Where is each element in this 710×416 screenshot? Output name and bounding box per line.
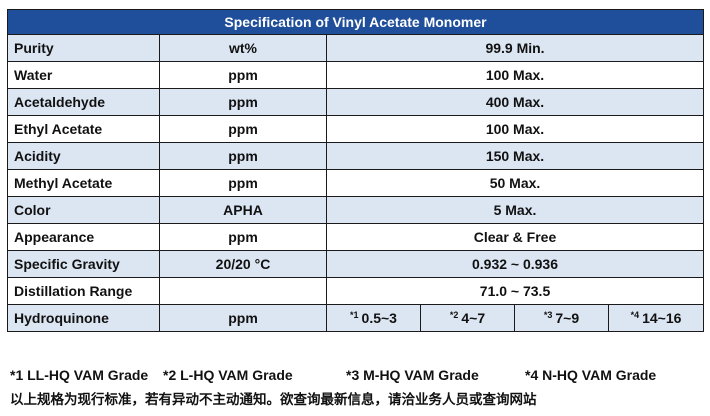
table-row: Purity wt% 99.9 Min. bbox=[7, 34, 705, 62]
row-name: Distillation Range bbox=[7, 277, 160, 305]
footnote-grade-2: *2 L-HQ VAM Grade bbox=[163, 367, 293, 383]
hq-grade-cell: *2 4~7 bbox=[420, 304, 515, 332]
row-unit: APHA bbox=[159, 196, 327, 224]
footnotes: *1 LL-HQ VAM Grade *2 L-HQ VAM Grade *3 … bbox=[10, 367, 700, 387]
row-value: 50 Max. bbox=[325, 169, 705, 197]
grade-mark: *4 bbox=[630, 310, 640, 320]
row-value: 0.932 ~ 0.936 bbox=[325, 250, 705, 278]
row-unit: ppm bbox=[159, 169, 327, 197]
table-title-row: Specification of Vinyl Acetate Monomer bbox=[6, 9, 705, 35]
row-name: Acetaldehyde bbox=[7, 88, 160, 116]
grade-value: 7~9 bbox=[555, 310, 580, 326]
row-unit: ppm bbox=[159, 115, 327, 143]
row-value: 71.0 ~ 73.5 bbox=[325, 277, 705, 305]
table-row: Specific Gravity 20/20 °C 0.932 ~ 0.936 bbox=[7, 250, 705, 278]
grade-mark: *1 bbox=[350, 310, 359, 320]
disclaimer-note: 以上规格为现行标准，若有异动不主动通知。欲查询最新信息，请洽业务人员或查询网站 bbox=[10, 392, 537, 408]
spec-table: Specification of Vinyl Acetate Monomer P… bbox=[6, 9, 705, 332]
table-row: Color APHA 5 Max. bbox=[7, 196, 705, 224]
row-name: Appearance bbox=[7, 223, 160, 251]
footnote-grade-3: *3 M-HQ VAM Grade bbox=[346, 367, 479, 383]
row-value: 99.9 Min. bbox=[325, 34, 705, 62]
grade-value: 0.5~3 bbox=[361, 310, 397, 326]
row-name: Water bbox=[7, 61, 160, 89]
footnote-grade-4: *4 N-HQ VAM Grade bbox=[525, 367, 657, 383]
row-name: Specific Gravity bbox=[7, 250, 160, 278]
row-unit bbox=[159, 277, 327, 305]
row-unit: ppm bbox=[159, 61, 327, 89]
row-value: 5 Max. bbox=[325, 196, 705, 224]
table-row: Methyl Acetate ppm 50 Max. bbox=[7, 169, 705, 197]
table-row: Water ppm 100 Max. bbox=[7, 61, 705, 89]
table-title: Specification of Vinyl Acetate Monomer bbox=[6, 9, 705, 35]
row-value: 100 Max. bbox=[325, 115, 705, 143]
row-unit: ppm bbox=[159, 142, 327, 170]
table-row: Appearance ppm Clear & Free bbox=[7, 223, 705, 251]
row-name: Acidity bbox=[7, 142, 160, 170]
hq-grade-cell: *3 7~9 bbox=[514, 304, 609, 332]
row-value: 150 Max. bbox=[325, 142, 705, 170]
hq-grade-cell: *1 0.5~3 bbox=[326, 304, 421, 332]
table-row: Ethyl Acetate ppm 100 Max. bbox=[7, 115, 705, 143]
row-value: Clear & Free bbox=[325, 223, 705, 251]
row-unit: ppm bbox=[159, 88, 327, 116]
table-row: Acidity ppm 150 Max. bbox=[7, 142, 705, 170]
grade-value: 4~7 bbox=[461, 310, 486, 326]
grade-value: 14~16 bbox=[642, 310, 682, 326]
hq-grade-cell: *4 14~16 bbox=[607, 304, 705, 332]
footnote-grade-1: *1 LL-HQ VAM Grade bbox=[10, 367, 149, 383]
row-name: Purity bbox=[7, 34, 160, 62]
grade-mark: *2 bbox=[449, 310, 459, 320]
table-row: Acetaldehyde ppm 400 Max. bbox=[7, 88, 705, 116]
row-unit: wt% bbox=[159, 34, 327, 62]
row-unit: 20/20 °C bbox=[159, 250, 327, 278]
grade-mark: *3 bbox=[543, 310, 553, 320]
table-row-hydroquinone: Hydroquinone ppm *1 0.5~3 *2 4~7 *3 7~9 *4 14~16 bbox=[7, 304, 705, 332]
row-unit: ppm bbox=[159, 223, 327, 251]
row-unit: ppm bbox=[159, 304, 327, 332]
row-value: 400 Max. bbox=[325, 88, 705, 116]
row-value: 100 Max. bbox=[325, 61, 705, 89]
row-name: Methyl Acetate bbox=[7, 169, 160, 197]
table-row: Distillation Range 71.0 ~ 73.5 bbox=[7, 277, 705, 305]
row-name: Ethyl Acetate bbox=[7, 115, 160, 143]
row-name: Hydroquinone bbox=[7, 304, 160, 332]
row-name: Color bbox=[7, 196, 160, 224]
